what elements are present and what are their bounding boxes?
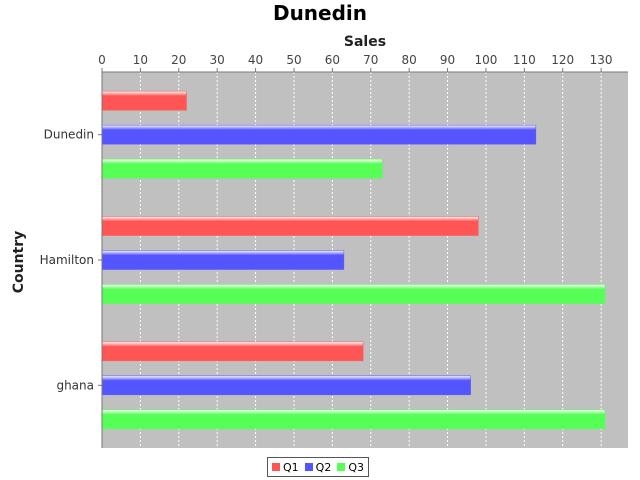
bar-ghana-q3 [101, 409, 606, 430]
x-tick-labels: 0 10 20 30 40 50 60 70 80 90 100 110 120 130 [98, 53, 612, 67]
chart-title: Dunedin [273, 1, 367, 25]
x-tick-label-80: 80 [402, 53, 417, 67]
x-tick-label-110: 110 [513, 53, 536, 67]
x-tick-label-20: 20 [171, 53, 186, 67]
legend-label-q2: Q2 [315, 460, 332, 474]
x-tick-label-10: 10 [133, 53, 148, 67]
legend-label-q3: Q3 [348, 460, 365, 474]
legend-label-q1: Q1 [283, 460, 299, 474]
bar-dunedin-q1 [101, 90, 187, 111]
x-tick-label-30: 30 [210, 53, 225, 67]
legend-swatch-q1 [272, 463, 280, 471]
category-label-ghana: ghana [56, 378, 94, 392]
x-tick-label-90: 90 [440, 53, 455, 67]
category-labels: Dunedin Hamilton ghana [40, 128, 94, 393]
x-tick-label-70: 70 [363, 53, 378, 67]
x-tick-label-0: 0 [98, 53, 106, 67]
legend-item-q2: Q2 [304, 460, 332, 474]
bar-hamilton-q3 [101, 284, 606, 304]
bar-dunedin-q3 [101, 158, 383, 179]
bar-dunedin-q2 [101, 124, 537, 145]
legend: Q1 Q2 Q3 [267, 457, 370, 477]
x-tick-label-50: 50 [286, 53, 301, 67]
bar-ghana-q2 [101, 375, 471, 396]
bar-hamilton-q2 [101, 250, 345, 270]
axes [98, 68, 628, 448]
legend-item-q1: Q1 [272, 461, 299, 474]
x-tick-label-130: 130 [590, 53, 613, 67]
y-axis-label: Country [11, 231, 27, 294]
legend-item-q3: Q3 [337, 461, 364, 474]
x-axis-label: Sales [344, 34, 386, 50]
category-label-hamilton: Hamilton [40, 253, 94, 267]
x-tick-label-60: 60 [325, 53, 340, 67]
bar-ghana-q1 [101, 341, 364, 362]
bar-hamilton-q1 [101, 216, 479, 236]
bars [101, 90, 606, 430]
legend-swatch-q2 [304, 463, 313, 471]
category-label-dunedin: Dunedin [44, 128, 94, 142]
x-tick-label-120: 120 [551, 53, 574, 67]
x-tick-label-100: 100 [474, 53, 497, 67]
legend-swatch-q3 [337, 463, 346, 471]
x-tick-label-40: 40 [248, 53, 263, 67]
